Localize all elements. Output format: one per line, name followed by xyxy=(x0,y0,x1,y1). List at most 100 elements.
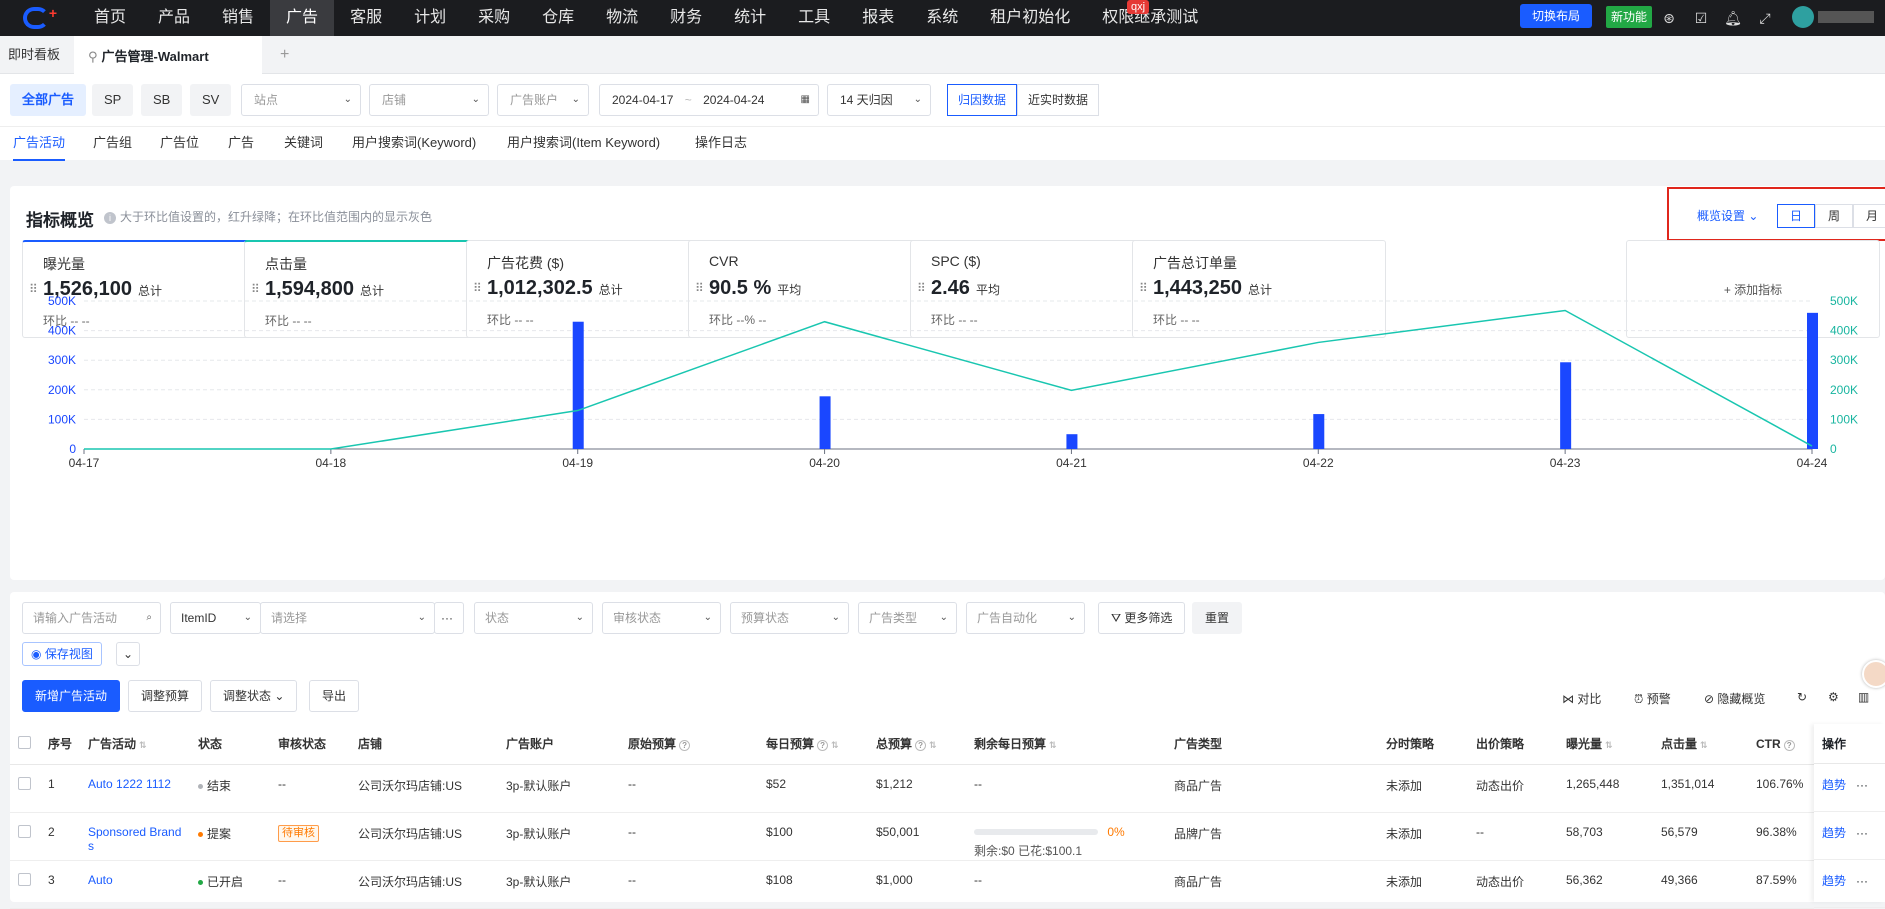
bar-mark[interactable] xyxy=(1313,414,1325,449)
nav-item-13[interactable]: 系统 xyxy=(926,9,959,26)
sort-icon[interactable]: ⇅ xyxy=(831,740,839,751)
bell-icon[interactable]: 🔔︎ xyxy=(1724,10,1742,26)
reset-button[interactable]: 重置 xyxy=(1192,602,1243,634)
adjust-status-button[interactable]: 调整状态 ⌄ xyxy=(210,680,298,712)
bar-mark[interactable] xyxy=(1807,312,1818,449)
metric-card[interactable]: 点击量 ⠿ 1,594,800 总计 环比 -- -- xyxy=(244,240,498,338)
chip-sp[interactable]: SP xyxy=(92,84,134,116)
drag-handle-icon[interactable]: ⠿ xyxy=(695,281,704,295)
sort-icon[interactable]: ⇅ xyxy=(1700,740,1708,751)
row-checkbox[interactable] xyxy=(18,872,31,886)
new-feature-button[interactable]: 新功能 xyxy=(1606,6,1653,28)
bar-mark[interactable] xyxy=(572,321,584,449)
trend-link[interactable]: 趋势 xyxy=(1822,778,1847,792)
nav-item-6[interactable]: 采购 xyxy=(478,9,511,26)
new-campaign-button[interactable]: 新增广告活动 xyxy=(22,680,121,712)
trend-link[interactable]: 趋势 xyxy=(1822,874,1847,888)
help-icon[interactable]: ? xyxy=(1783,739,1795,751)
subtab-ad-groups[interactable]: 广告组 xyxy=(93,135,133,150)
date-range-picker[interactable]: 2024-04-17 ~ 2024-04-24 ▦ xyxy=(599,84,819,116)
subtab-campaigns[interactable]: 广告活动 xyxy=(13,127,66,161)
sort-icon[interactable]: ⇅ xyxy=(1049,740,1057,751)
drag-handle-icon[interactable]: ⠿ xyxy=(917,281,926,295)
nav-item-14[interactable]: 租户初始化 xyxy=(990,9,1071,26)
more-actions-icon[interactable]: ··· xyxy=(1856,874,1869,888)
table-row[interactable]: 1 Auto 1222 1112 结束 -- 公司沃尔玛店铺:US 3p-默认账户 -- $5… xyxy=(10,764,1814,813)
help-icon[interactable]: ? xyxy=(679,740,691,752)
row-checkbox[interactable] xyxy=(18,824,31,838)
sort-icon[interactable]: ⇅ xyxy=(1605,740,1613,751)
more-options-button[interactable]: ··· xyxy=(434,602,464,634)
ad-automation-select[interactable]: 广告自动化 ⌄ xyxy=(966,602,1085,634)
account-select[interactable]: 广告账户 ⌄ xyxy=(497,84,589,116)
subtab-keywords[interactable]: 关键词 xyxy=(284,135,324,150)
column-header[interactable]: 总预算? ⇅ xyxy=(868,724,966,765)
chip-sb[interactable]: SB xyxy=(141,84,183,116)
drag-handle-icon[interactable]: ⠿ xyxy=(29,282,38,296)
nav-item-15[interactable]: 权限继承测试 xyxy=(1102,9,1199,26)
metric-card[interactable]: SPC ($) ⠿ 2.46 平均 环比 -- -- xyxy=(910,240,1164,338)
attribution-data-button[interactable]: 归因数据 xyxy=(947,84,1018,116)
search-icon[interactable]: ⌕ xyxy=(146,612,152,623)
itemid-select[interactable]: ItemID ⌄ xyxy=(170,602,261,634)
overview-settings-button[interactable]: 概览设置 ⌄ xyxy=(1697,207,1758,224)
ad-type-select[interactable]: 广告类型 ⌄ xyxy=(858,602,957,634)
save-view-dropdown[interactable]: ⌄ xyxy=(116,642,141,666)
metric-card[interactable]: 广告总订单量 ⠿ 1,443,250 总计 环比 -- -- xyxy=(1132,240,1386,338)
more-actions-icon[interactable]: ··· xyxy=(1856,826,1869,840)
help-icon[interactable]: ? xyxy=(817,740,829,752)
budget-status-select[interactable]: 预算状态 ⌄ xyxy=(730,602,849,634)
compare-button[interactable]: ⋈ 对比 xyxy=(1562,690,1601,707)
nav-item-9[interactable]: 财务 xyxy=(670,9,703,26)
sort-icon[interactable]: ⇅ xyxy=(929,740,937,751)
campaign-link[interactable]: Auto xyxy=(88,872,113,887)
alert-button[interactable]: ⏰︎ 预警 xyxy=(1634,690,1671,707)
task-icon[interactable]: ☑ xyxy=(1694,10,1708,26)
export-button[interactable]: 导出 xyxy=(309,680,360,712)
more-filters-button[interactable]: ⛛ 更多筛选 xyxy=(1098,602,1186,634)
chip-all-ads[interactable]: 全部广告 xyxy=(10,84,87,116)
campaign-link[interactable]: Auto 1222 1112 xyxy=(88,776,171,791)
table-row[interactable]: 2 Sponsored Brands 提案 待审核 公司沃尔玛店铺:US 3p-默认账户 -… xyxy=(10,812,1814,861)
period-week-button[interactable]: 周 xyxy=(1815,204,1853,228)
table-row[interactable]: 3 Auto 已开启 -- 公司沃尔玛店铺:US 3p-默认账户 -- $108 $1,000-… xyxy=(10,860,1814,909)
app-logo[interactable]: + xyxy=(14,0,58,36)
site-select[interactable]: 站点 ⌄ xyxy=(241,84,361,116)
nav-item-11[interactable]: 工具 xyxy=(798,9,831,26)
itemid-value-select[interactable]: 请选择 ⌄ xyxy=(260,602,435,634)
nav-item-10[interactable]: 统计 xyxy=(734,9,767,26)
nav-item-3[interactable]: 广告 xyxy=(270,0,335,36)
campaign-search-input[interactable]: 请输入广告活动 ⌕ xyxy=(22,602,161,634)
subtab-operation-log[interactable]: 操作日志 xyxy=(695,135,748,150)
column-header[interactable]: 每日预算? ⇅ xyxy=(758,724,868,765)
chip-sv[interactable]: SV xyxy=(190,84,232,116)
realtime-data-button[interactable]: 近实时数据 xyxy=(1017,84,1100,116)
columns-icon[interactable]: ▥ xyxy=(1858,690,1870,704)
column-header[interactable]: 广告活动 ⇅ xyxy=(80,724,190,765)
nav-item-7[interactable]: 仓库 xyxy=(542,9,575,26)
nav-item-4[interactable]: 客服 xyxy=(350,9,383,26)
tab-ad-management[interactable]: ⚲ 广告管理-Walmart xyxy=(74,36,262,74)
period-month-button[interactable]: 月 xyxy=(1853,204,1885,228)
review-status-select[interactable]: 审核状态 ⌄ xyxy=(602,602,721,634)
add-metric-card[interactable]: + 添加指标 xyxy=(1626,240,1880,338)
status-select[interactable]: 状态 ⌄ xyxy=(474,602,593,634)
assistant-avatar[interactable] xyxy=(1862,660,1885,688)
column-header[interactable]: 剩余每日预算 ⇅ xyxy=(966,724,1166,765)
user-name-redacted[interactable] xyxy=(1818,11,1874,23)
fullscreen-icon[interactable]: ⤢ xyxy=(1759,10,1771,26)
user-avatar[interactable] xyxy=(1792,6,1814,28)
drag-handle-icon[interactable]: ⠿ xyxy=(251,282,260,296)
nav-item-8[interactable]: 物流 xyxy=(606,9,639,26)
trend-link[interactable]: 趋势 xyxy=(1822,826,1847,840)
adjust-budget-button[interactable]: 调整预算 xyxy=(128,680,203,712)
subtab-search-terms-item[interactable]: 用户搜索词(Item Keyword) xyxy=(507,135,661,150)
metric-card[interactable]: 曝光量 ⠿ 1,526,100 总计 环比 -- -- xyxy=(22,240,276,338)
save-view-button[interactable]: ◉ 保存视图 xyxy=(22,642,102,666)
switch-layout-button[interactable]: 切换布局 xyxy=(1520,4,1593,28)
select-all-checkbox[interactable] xyxy=(18,735,31,749)
shop-select[interactable]: 店铺 ⌄ xyxy=(369,84,489,116)
sort-icon[interactable]: ⇅ xyxy=(139,740,147,751)
bar-mark[interactable] xyxy=(819,396,831,449)
help-icon[interactable]: ⊛ xyxy=(1663,10,1675,26)
